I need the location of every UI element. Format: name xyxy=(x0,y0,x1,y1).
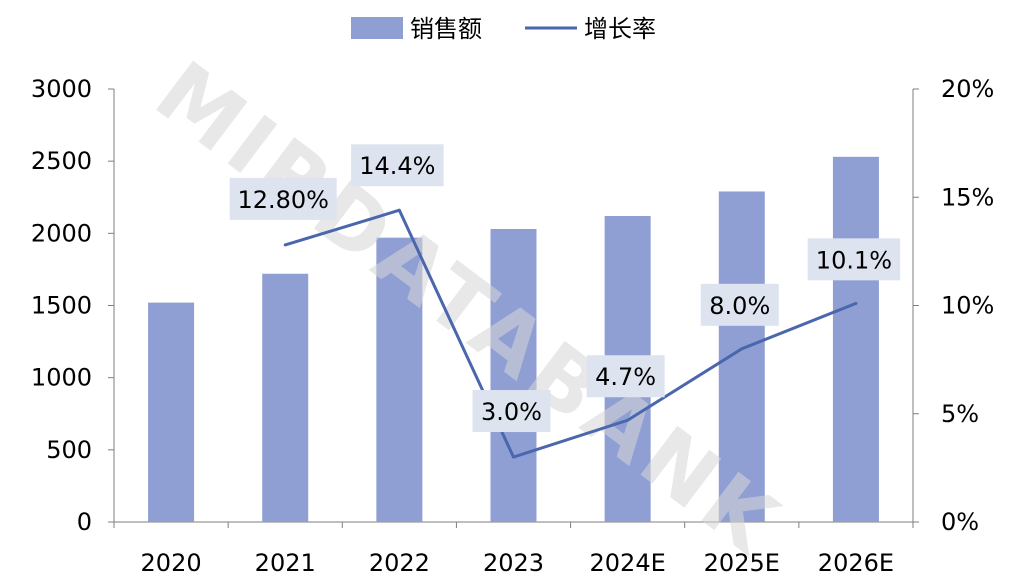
bar-sales xyxy=(148,302,195,522)
x-tick-label: 2025E xyxy=(704,549,780,577)
bar-sales xyxy=(490,229,537,522)
x-tick-label: 2021 xyxy=(255,549,316,577)
legend: 销售额 增长率 xyxy=(351,15,656,43)
y-left-tick-label: 2000 xyxy=(31,219,92,247)
legend-bar-swatch xyxy=(351,17,403,39)
bar-sales xyxy=(262,273,309,522)
y-left-tick-label: 0 xyxy=(77,508,92,536)
axes: 0 500 1000 1500 2000 2500 3000 0% 5% 10% 15% 20% 202… xyxy=(31,75,994,577)
growth-rate-label: 12.80% xyxy=(237,186,329,214)
growth-rate-label: 10.1% xyxy=(816,246,892,274)
y-left-tick-label: 1000 xyxy=(31,364,92,392)
y-right-tick-label: 10% xyxy=(941,292,994,320)
growth-rate-point xyxy=(740,347,744,351)
y-right-tick-label: 0% xyxy=(941,508,979,536)
x-tick-label: 2026E xyxy=(818,549,894,577)
growth-rate-label-box xyxy=(807,238,901,281)
y-left-tick-label: 500 xyxy=(46,436,92,464)
legend-bar-label: 销售额 xyxy=(410,15,482,43)
growth-rate-point xyxy=(512,455,515,459)
x-tick-label: 2022 xyxy=(369,549,430,577)
growth-rate-label: 8.0% xyxy=(709,292,770,320)
x-tick-label: 2024E xyxy=(590,549,666,577)
growth-rate-point xyxy=(397,208,401,212)
bar-sales xyxy=(376,237,423,522)
growth-rate-point xyxy=(283,243,287,247)
y-right-tick-label: 20% xyxy=(941,75,994,103)
growth-line-series xyxy=(283,208,858,459)
bars xyxy=(148,156,879,522)
legend-line-label: 增长率 xyxy=(584,15,656,43)
growth-rate-point xyxy=(854,301,858,305)
growth-rate-label-box xyxy=(586,355,665,398)
x-tick-label: 2020 xyxy=(141,549,202,577)
growth-rate-point xyxy=(626,418,630,422)
watermark: MIRDATABANK xyxy=(138,43,799,575)
x-tick-label: 2023 xyxy=(483,549,544,577)
growth-rate-label-box xyxy=(472,390,551,433)
growth-rate-line xyxy=(284,208,857,459)
y-right-tick-label: 15% xyxy=(941,183,994,211)
y-left-tick-label: 1500 xyxy=(31,292,92,320)
growth-rate-label-box xyxy=(700,283,779,326)
growth-rate-label: 4.7% xyxy=(595,363,656,391)
growth-rate-label: 3.0% xyxy=(481,398,542,426)
growth-rate-label-box xyxy=(229,177,337,220)
growth-rate-label: 14.4% xyxy=(359,152,435,180)
y-right-tick-label: 5% xyxy=(941,400,979,428)
y-left-tick-label: 3000 xyxy=(31,75,92,103)
y-left-tick-label: 2500 xyxy=(31,147,92,175)
bar-sales xyxy=(832,156,879,522)
data-labels: 12.80% 14.4% 3.0% 4.7% 8.0% 10.1% xyxy=(229,144,901,433)
growth-rate-label-box xyxy=(351,144,444,187)
